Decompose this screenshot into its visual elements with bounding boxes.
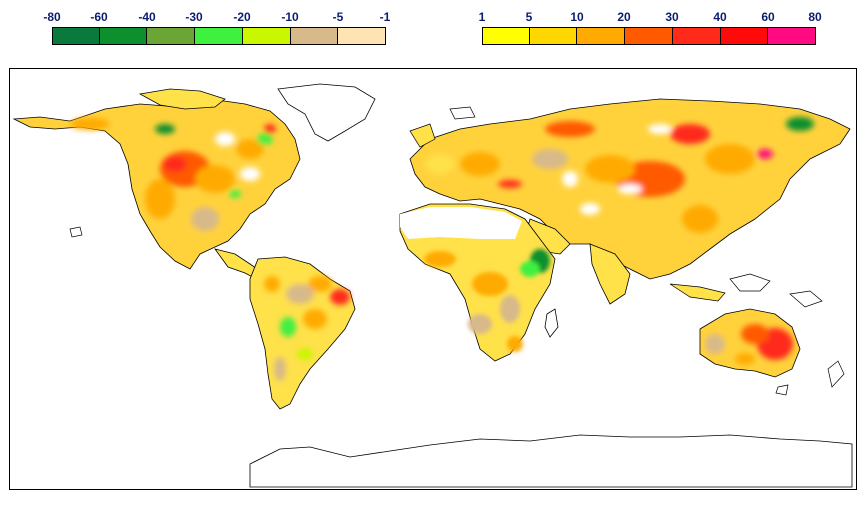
africa-anomaly bbox=[424, 249, 550, 352]
australia bbox=[699, 308, 845, 396]
legend-tick-label: 80 bbox=[808, 10, 822, 24]
legend-tick-label: -5 bbox=[332, 10, 344, 24]
legend-swatch bbox=[147, 28, 196, 44]
legend-tick-label: 60 bbox=[761, 10, 775, 24]
british-isles bbox=[409, 123, 436, 148]
borneo-island bbox=[729, 273, 771, 292]
legend-tick-label: -20 bbox=[233, 10, 251, 24]
positive-legend: 1 5 10 20 30 40 60 80 bbox=[470, 0, 822, 50]
legend-tick-label: -80 bbox=[43, 10, 61, 24]
maritime-southeast-asia bbox=[669, 273, 823, 308]
madagascar bbox=[544, 308, 559, 338]
legend-swatch bbox=[99, 28, 148, 44]
legend-tick-label: -40 bbox=[138, 10, 156, 24]
india-land bbox=[589, 243, 631, 305]
map-canvas bbox=[12, 83, 853, 488]
legend-tick-label: 10 bbox=[570, 10, 584, 24]
legend-tick-label: 40 bbox=[713, 10, 727, 24]
indonesia-islands bbox=[669, 283, 726, 302]
legend-swatch bbox=[195, 28, 243, 44]
legend-tick-label: 30 bbox=[665, 10, 679, 24]
legend-swatch bbox=[529, 28, 578, 44]
negative-color-bar bbox=[52, 27, 386, 45]
tasmania bbox=[775, 384, 789, 396]
hawaii bbox=[69, 226, 83, 238]
sahara-blank bbox=[400, 207, 522, 239]
north-america-anomaly bbox=[70, 118, 276, 231]
legend-swatch bbox=[290, 28, 339, 44]
legend-tick-label: -10 bbox=[281, 10, 299, 24]
new-guinea bbox=[789, 290, 823, 308]
legend-swatch bbox=[577, 28, 626, 44]
legend-swatch bbox=[768, 28, 816, 44]
legend-tick-label: -1 bbox=[379, 10, 391, 24]
australia-anomaly bbox=[705, 324, 793, 365]
new-zealand bbox=[827, 360, 845, 388]
antarctica bbox=[249, 434, 853, 488]
svalbard bbox=[449, 106, 476, 120]
south-america bbox=[249, 256, 356, 410]
legend-swatch bbox=[625, 28, 673, 44]
eurasia bbox=[409, 98, 851, 305]
eurasia-anomaly bbox=[426, 117, 814, 233]
legend-tick-label: 1 bbox=[478, 10, 486, 24]
north-america bbox=[12, 88, 301, 285]
legend-tick-label: 5 bbox=[525, 10, 533, 24]
negative-legend: -80 -60 -40 -30 -20 -10 -5 -1 bbox=[40, 0, 390, 50]
greenland bbox=[277, 83, 376, 142]
legend-swatch bbox=[338, 28, 386, 44]
legend-swatch bbox=[483, 28, 530, 44]
positive-color-bar bbox=[482, 27, 816, 45]
south-america-anomaly bbox=[264, 276, 350, 381]
legend-tick-label: -30 bbox=[185, 10, 203, 24]
legend-swatch bbox=[720, 28, 769, 44]
world-map bbox=[9, 68, 857, 490]
legend-swatch bbox=[672, 28, 721, 44]
legend-swatch bbox=[242, 28, 291, 44]
africa bbox=[399, 203, 559, 362]
legend-tick-label: -60 bbox=[90, 10, 108, 24]
canadian-arctic-islands bbox=[138, 88, 226, 110]
legend-swatch bbox=[53, 28, 100, 44]
legend-tick-label: 20 bbox=[617, 10, 631, 24]
